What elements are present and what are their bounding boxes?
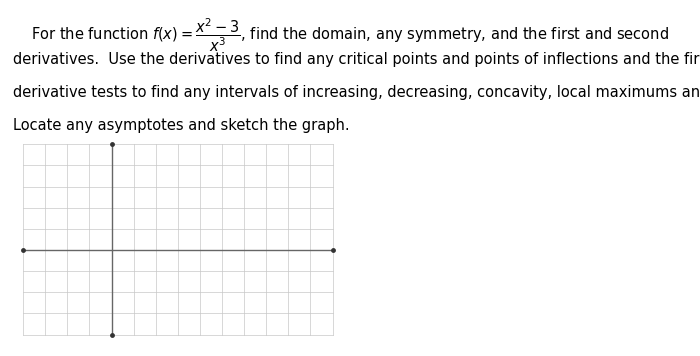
Text: derivative tests to find any intervals of increasing, decreasing, concavity, loc: derivative tests to find any intervals o… [13, 85, 700, 100]
Text: derivatives.  Use the derivatives to find any critical points and points of infl: derivatives. Use the derivatives to find… [13, 52, 700, 67]
Text: Locate any asymptotes and sketch the graph.: Locate any asymptotes and sketch the gra… [13, 118, 349, 133]
Text: For the function $f(x) = \dfrac{x^2-3}{x^3}$, find the domain, any symmetry, and: For the function $f(x) = \dfrac{x^2-3}{x… [31, 16, 669, 54]
